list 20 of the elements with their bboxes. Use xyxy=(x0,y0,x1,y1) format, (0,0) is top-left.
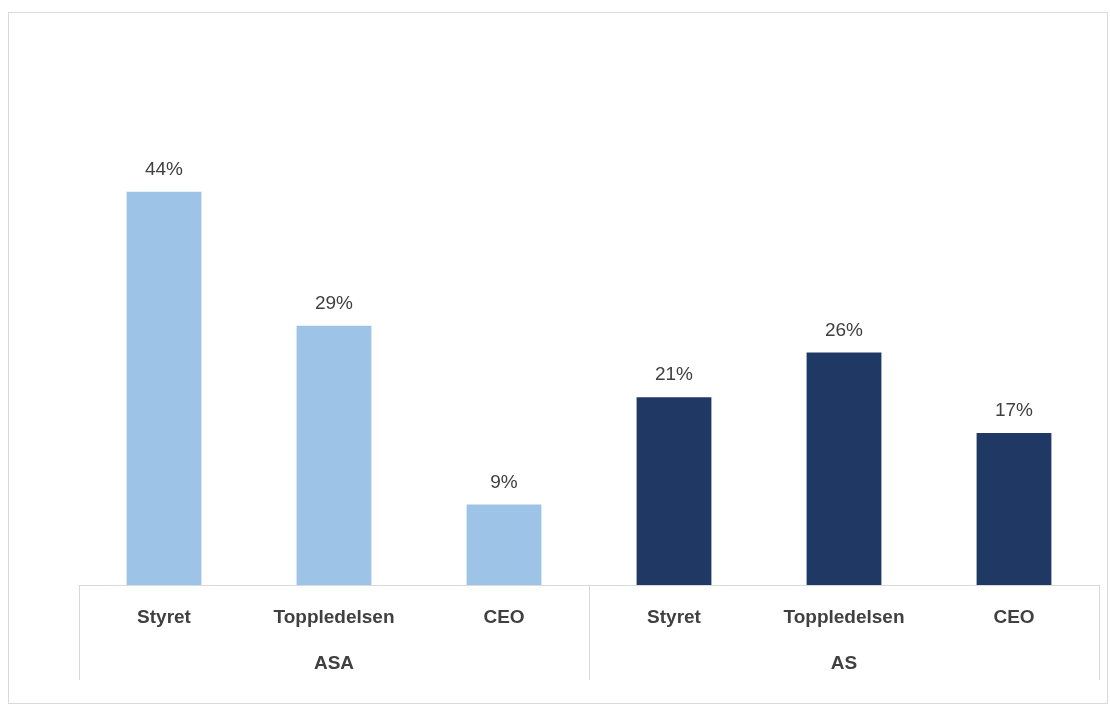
x-tick-label: Toppledelsen xyxy=(783,606,905,627)
data-label: 26% xyxy=(824,318,864,340)
bar xyxy=(126,191,202,585)
text: ASA xyxy=(313,652,355,673)
x-tick-label: CEO xyxy=(993,606,1035,627)
data-label: 29% xyxy=(314,291,354,313)
bar xyxy=(466,504,542,585)
x-tick-label: CEO xyxy=(483,606,525,627)
text: AS xyxy=(830,652,858,673)
x-tick-label: Styret xyxy=(137,606,192,627)
bar xyxy=(806,352,882,585)
data-label: 17% xyxy=(994,399,1034,421)
bar xyxy=(976,433,1052,585)
bar xyxy=(636,397,712,585)
data-label: 21% xyxy=(654,363,694,385)
data-label: 9% xyxy=(490,470,518,492)
x-tick-label: Styret xyxy=(647,606,702,627)
bar xyxy=(296,325,372,585)
x-tick-label: Toppledelsen xyxy=(273,606,395,627)
data-label: 44% xyxy=(144,157,184,179)
